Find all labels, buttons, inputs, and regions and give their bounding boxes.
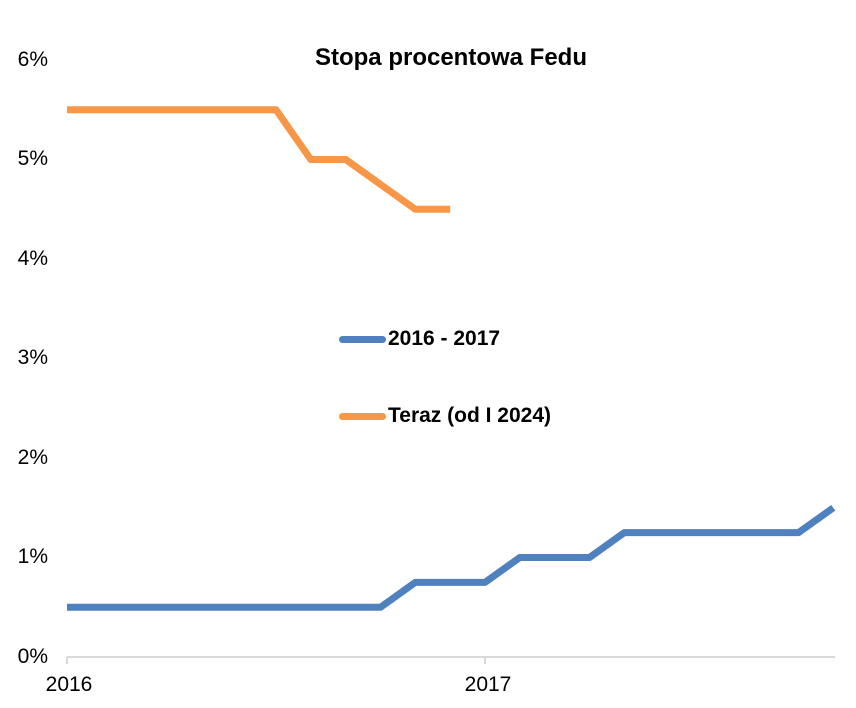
- y-axis-tick-label: 5%: [17, 147, 48, 170]
- y-axis-tick-label: 4%: [17, 247, 48, 270]
- series-line-teraz-od-i-2024: [67, 106, 451, 213]
- chart-title: Stopa procentowa Fedu: [314, 44, 587, 71]
- y-axis-tick-label: 3%: [17, 346, 48, 369]
- legend-item: 2016 - 2017: [339, 326, 500, 352]
- x-axis-tick-label: 2017: [464, 673, 512, 696]
- series-line-2016-2017: [67, 504, 836, 611]
- legend-label: Teraz (od I 2024): [388, 404, 551, 427]
- y-axis-tick-label: 2%: [17, 446, 48, 469]
- legend-swatch-orange-icon: [339, 412, 386, 420]
- legend-label: 2016 - 2017: [388, 327, 501, 350]
- y-axis-tick-label: 1%: [17, 545, 48, 568]
- y-axis-tick-label: 0%: [17, 645, 48, 668]
- legend-swatch-blue-icon: [339, 335, 386, 343]
- y-axis-tick-label: 6%: [17, 48, 48, 71]
- x-axis-tick-label: 2016: [45, 673, 93, 696]
- legend-item: Teraz (od I 2024): [339, 403, 551, 429]
